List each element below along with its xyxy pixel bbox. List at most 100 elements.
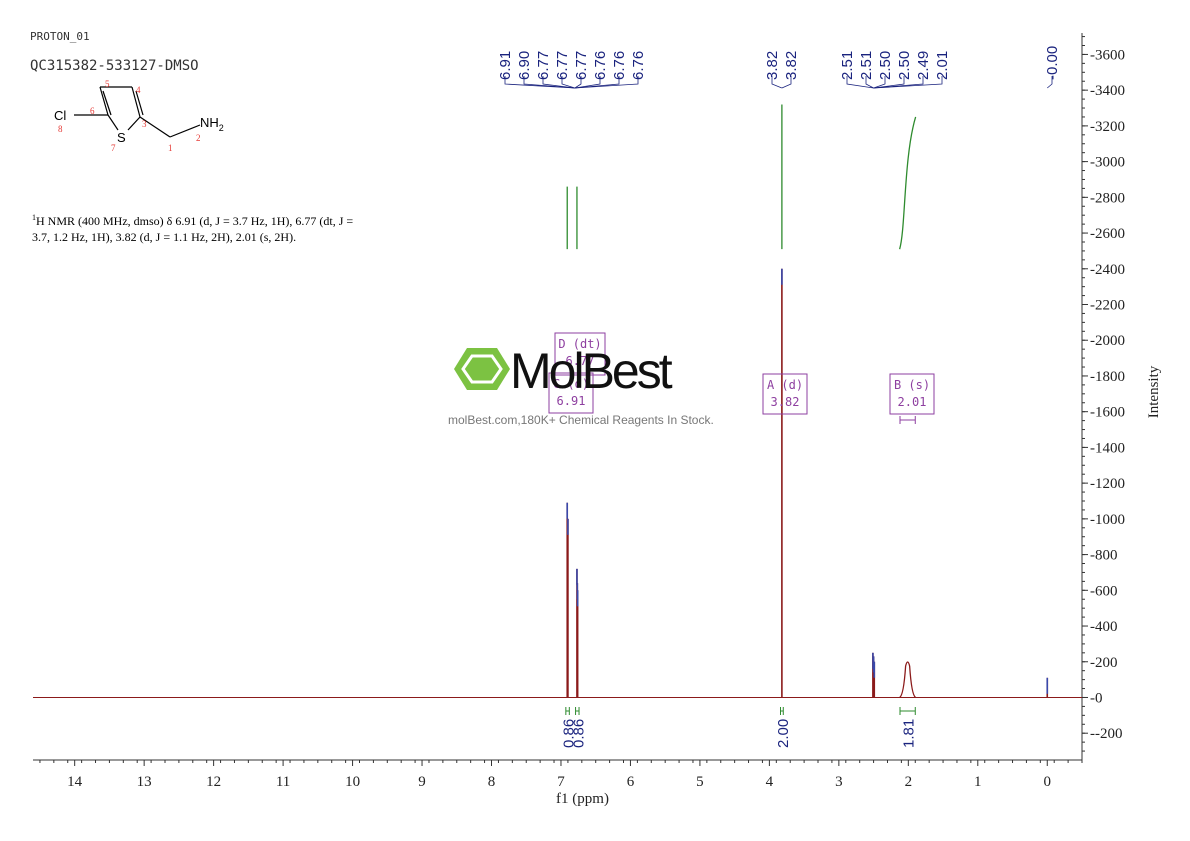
peak-label-connector bbox=[574, 76, 582, 89]
atom-number: 2 bbox=[196, 133, 201, 143]
y-tick-label: -1600 bbox=[1090, 405, 1125, 421]
y-tick-label: -1800 bbox=[1090, 369, 1125, 385]
multiplet-shift: 6.77 bbox=[566, 354, 595, 368]
y-tick-label: -3000 bbox=[1090, 155, 1125, 171]
multiplet-label: B (s) bbox=[894, 378, 930, 392]
y-tick-label: -2400 bbox=[1090, 262, 1125, 278]
x-tick-label: 1 bbox=[974, 774, 982, 790]
multiplet-shift: 3.82 bbox=[771, 395, 800, 409]
multiplet-box bbox=[554, 332, 606, 376]
peak-shift-label: 6.76 bbox=[611, 51, 628, 80]
multiplet-box bbox=[548, 372, 594, 414]
y-tick-label: -0 bbox=[1090, 690, 1103, 706]
x-tick-label: 3 bbox=[835, 774, 843, 790]
peak-label-connector bbox=[542, 76, 575, 89]
peak-label-connector bbox=[781, 76, 792, 89]
y-tick-label: -200 bbox=[1090, 655, 1118, 671]
peak-shift-label: 6.90 bbox=[516, 51, 533, 80]
x-tick-label: 12 bbox=[206, 774, 221, 790]
y-tick-label: -600 bbox=[1090, 583, 1118, 599]
multiplet-box bbox=[889, 373, 935, 415]
y-tick-label: -2000 bbox=[1090, 333, 1125, 349]
atom-number: 3 bbox=[142, 119, 147, 129]
x-tick-label: 2 bbox=[905, 774, 913, 790]
peak-label-connector bbox=[561, 76, 575, 89]
y-tick-label: -3600 bbox=[1090, 47, 1125, 63]
x-tick-label: 8 bbox=[488, 774, 496, 790]
peak-label-connector bbox=[574, 76, 639, 89]
peak-label-connector bbox=[873, 76, 943, 89]
multiplet-label: A (d) bbox=[767, 378, 803, 392]
y-tick-label: -1200 bbox=[1090, 476, 1125, 492]
x-axis-label: f1 (ppm) bbox=[556, 791, 609, 807]
y-tick-label: -800 bbox=[1090, 548, 1118, 564]
peak-shift-label: 3.82 bbox=[783, 51, 800, 80]
peak-shift-label: 6.77 bbox=[535, 51, 552, 80]
x-tick-label: 9 bbox=[418, 774, 426, 790]
peak-shift-label: 2.50 bbox=[877, 51, 894, 80]
y-tick-label: -2800 bbox=[1090, 190, 1125, 206]
x-tick-label: 0 bbox=[1044, 774, 1052, 790]
peak-shift-label: 6.77 bbox=[554, 51, 571, 80]
peak-label-connector bbox=[846, 76, 874, 89]
integral-value: 1.81 bbox=[901, 719, 918, 748]
atom-number: 6 bbox=[90, 106, 95, 116]
x-tick-label: 10 bbox=[345, 774, 360, 790]
y-axis-label: Intensity bbox=[1146, 365, 1162, 418]
atom-number: 4 bbox=[136, 85, 141, 95]
peak-shift-label: 6.76 bbox=[592, 51, 609, 80]
molbest-logo-icon bbox=[454, 348, 510, 390]
peak-label-connector bbox=[873, 76, 886, 89]
multiplet-label: D (dt) bbox=[558, 337, 601, 351]
y-tick-label: -1000 bbox=[1090, 512, 1125, 528]
y-tick-label: -3400 bbox=[1090, 83, 1125, 99]
peak-label-connector bbox=[574, 76, 620, 89]
y-tick-label: -400 bbox=[1090, 619, 1118, 635]
y-tick-label: -2200 bbox=[1090, 298, 1125, 314]
x-tick-label: 6 bbox=[627, 774, 635, 790]
x-tick-label: 14 bbox=[67, 774, 83, 790]
watermark: MolBest molBest.com,180K+ Chemical Reage… bbox=[448, 338, 750, 433]
peak-shift-label: 6.77 bbox=[573, 51, 590, 80]
peak-shift-label: 2.51 bbox=[839, 51, 856, 80]
x-tick-label: 7 bbox=[557, 774, 565, 790]
integral-curve bbox=[899, 116, 917, 250]
multiplet-shift: 6.91 bbox=[557, 394, 586, 408]
multiplet-shift: 2.01 bbox=[898, 395, 927, 409]
y-tick-label: -1400 bbox=[1090, 440, 1125, 456]
peak-label-connector bbox=[574, 76, 601, 89]
y-tick-label: --200 bbox=[1090, 726, 1123, 742]
y-tick-label: -3200 bbox=[1090, 119, 1125, 135]
x-tick-label: 13 bbox=[137, 774, 152, 790]
multiplet-box bbox=[762, 373, 808, 415]
chlorine-label: Cl bbox=[54, 108, 66, 123]
nmr-summary: 1H NMR (400 MHz, dmso) δ 6.91 (d, J = 3.… bbox=[32, 213, 354, 244]
watermark-brand: MolBest bbox=[510, 343, 673, 399]
integral-value: 2.00 bbox=[775, 719, 792, 748]
y-tick-label: -2600 bbox=[1090, 226, 1125, 242]
peak-label-connector bbox=[865, 76, 874, 89]
peak-shift-label: 6.76 bbox=[630, 51, 647, 80]
integral-value: 0.86 bbox=[561, 719, 578, 748]
x-tick-label: 5 bbox=[696, 774, 704, 790]
peak-shift-label: 2.51 bbox=[858, 51, 875, 80]
sulfur-label: S bbox=[117, 130, 126, 145]
atom-number: 5 bbox=[105, 79, 110, 89]
spectrum-peak bbox=[899, 661, 917, 699]
molecule-structure: Cl S NH2 1 2 3 4 5 6 7 8 bbox=[54, 79, 224, 153]
peak-label-connector bbox=[1047, 76, 1053, 89]
x-tick-label: 4 bbox=[766, 774, 774, 790]
atom-number: 7 bbox=[111, 143, 116, 153]
peak-shift-label: 3.82 bbox=[764, 51, 781, 80]
watermark-tagline: molBest.com,180K+ Chemical Reagents In S… bbox=[448, 413, 714, 427]
peak-shift-label: 2.01 bbox=[934, 51, 951, 80]
peak-shift-label: 2.50 bbox=[896, 51, 913, 80]
x-tick-label: 11 bbox=[276, 774, 290, 790]
sample-id: QC315382-533127-DMSO bbox=[30, 58, 199, 74]
experiment-label: PROTON_01 bbox=[30, 30, 90, 43]
peak-label-connector bbox=[771, 76, 783, 89]
peak-label-connector bbox=[523, 76, 575, 89]
atom-number: 8 bbox=[58, 124, 63, 134]
